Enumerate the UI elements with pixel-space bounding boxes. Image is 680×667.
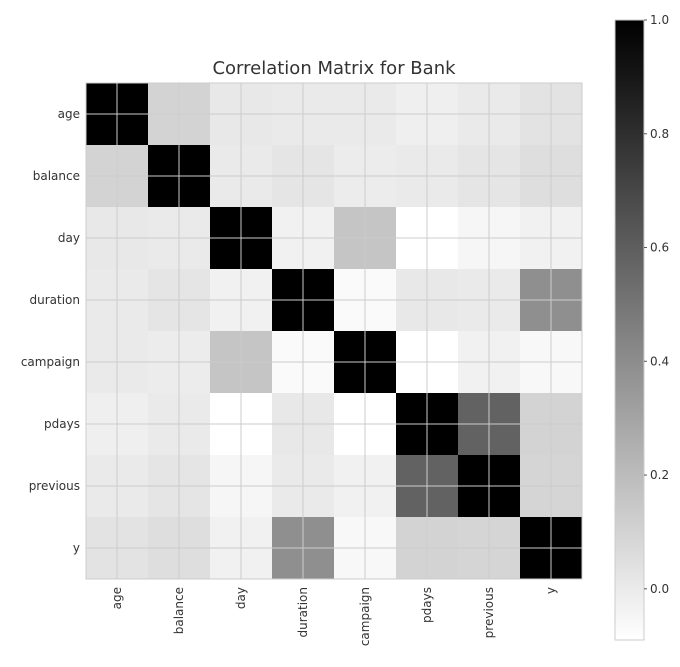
colorbar-tick-label: 1.0 — [650, 13, 669, 27]
y-tick-labels: age balance day duration campaign pdays previo… — [21, 107, 80, 555]
colorbar-ticks: 0.0 0.2 0.4 0.6 0.8 1.0 — [644, 13, 669, 596]
x-tick-label: duration — [296, 587, 310, 638]
plot-frame — [85, 82, 583, 580]
y-tick-label: campaign — [21, 355, 80, 369]
x-tick-labels: age balance day duration campaign pdays previo… — [110, 587, 558, 646]
colorbar-tick-label: 0.6 — [650, 241, 669, 255]
colorbar-tick-label: 0.4 — [650, 354, 669, 368]
x-tick-label: campaign — [358, 587, 372, 646]
y-tick-label: y — [73, 541, 80, 555]
colorbar-tick-label: 0.0 — [650, 582, 669, 596]
x-tick-label: day — [234, 587, 248, 609]
x-tick-label: pdays — [420, 587, 434, 623]
y-tick-label: duration — [30, 293, 81, 307]
chart-title: Correlation Matrix for Bank — [212, 58, 456, 79]
y-tick-label: day — [58, 231, 80, 245]
colorbar-tick-label: 0.2 — [650, 468, 669, 482]
y-tick-label: pdays — [44, 417, 80, 431]
y-tick-label: previous — [29, 479, 80, 493]
y-tick-label: age — [58, 107, 80, 121]
x-tick-label: previous — [482, 587, 496, 638]
y-tick-label: balance — [33, 169, 80, 183]
x-tick-label: balance — [172, 587, 186, 634]
x-tick-label: y — [544, 587, 558, 594]
heatmap-cells — [86, 83, 583, 580]
heatmap-grid — [86, 83, 582, 579]
colorbar-tick-label: 0.8 — [650, 127, 669, 141]
colorbar — [614, 19, 645, 641]
x-tick-label: age — [110, 587, 124, 609]
